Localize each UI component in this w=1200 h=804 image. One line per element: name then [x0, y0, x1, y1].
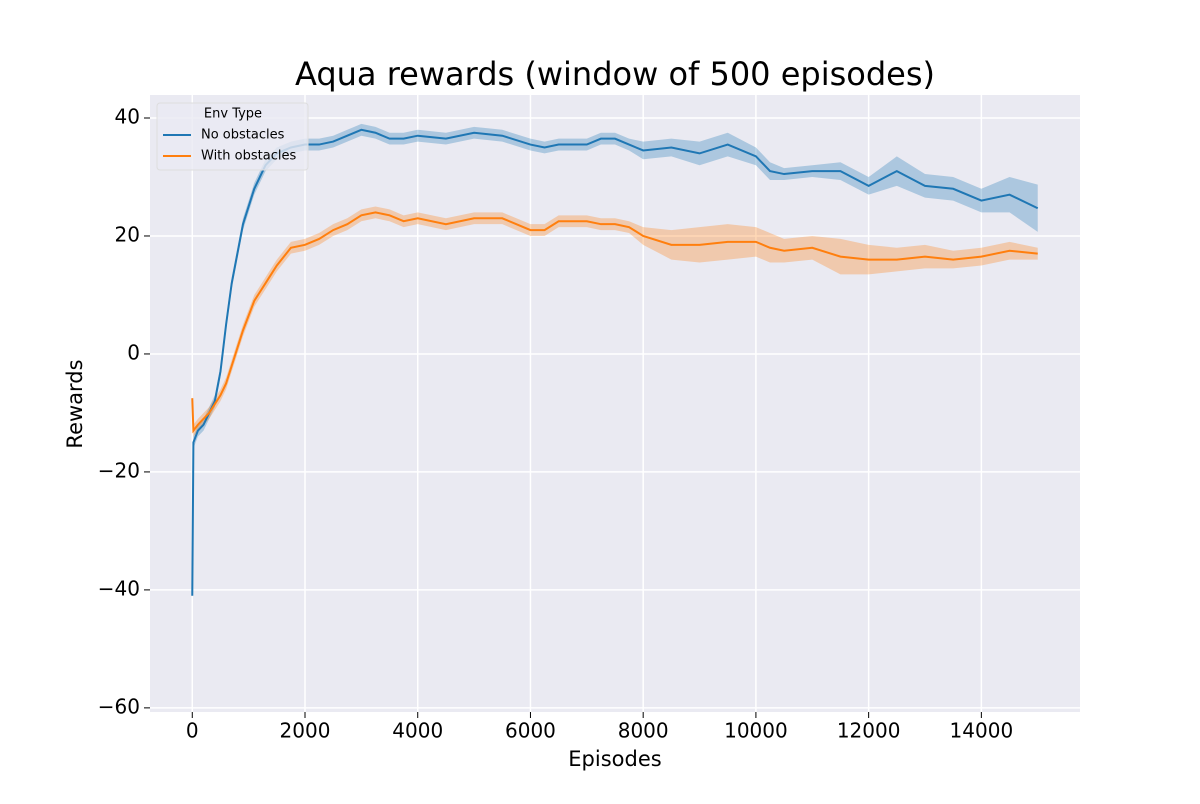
- x-tick-label: 6000: [505, 719, 556, 743]
- series-line: [191, 211, 1038, 434]
- y-tick-label: 40: [115, 105, 140, 129]
- x-axis-label: Episodes: [568, 747, 661, 771]
- x-tick-label: 8000: [618, 719, 669, 743]
- confidence-band: [192, 206, 1038, 437]
- y-tick-label: 0: [127, 340, 140, 364]
- legend-label: No obstacles: [201, 128, 285, 143]
- series-line: [191, 128, 1039, 596]
- legend-box: [156, 102, 309, 171]
- y-axis-label: Rewards: [63, 359, 87, 448]
- x-tick-label: 14000: [950, 719, 1014, 743]
- y-tick-label: 20: [115, 222, 140, 246]
- x-tick-label: 0: [186, 719, 199, 743]
- y-tick-label: −40: [98, 576, 140, 600]
- x-tick-label: 2000: [280, 719, 331, 743]
- x-tick-label: 10000: [724, 719, 788, 743]
- y-tick-label: −20: [98, 458, 140, 482]
- y-tick-label: −60: [98, 694, 140, 718]
- legend-title: Env Type: [204, 107, 262, 122]
- x-tick-label: 4000: [392, 719, 443, 743]
- legend-label: With obstacles: [201, 149, 296, 164]
- x-tick-label: 12000: [837, 719, 901, 743]
- chart-title: Aqua rewards (window of 500 episodes): [295, 55, 935, 93]
